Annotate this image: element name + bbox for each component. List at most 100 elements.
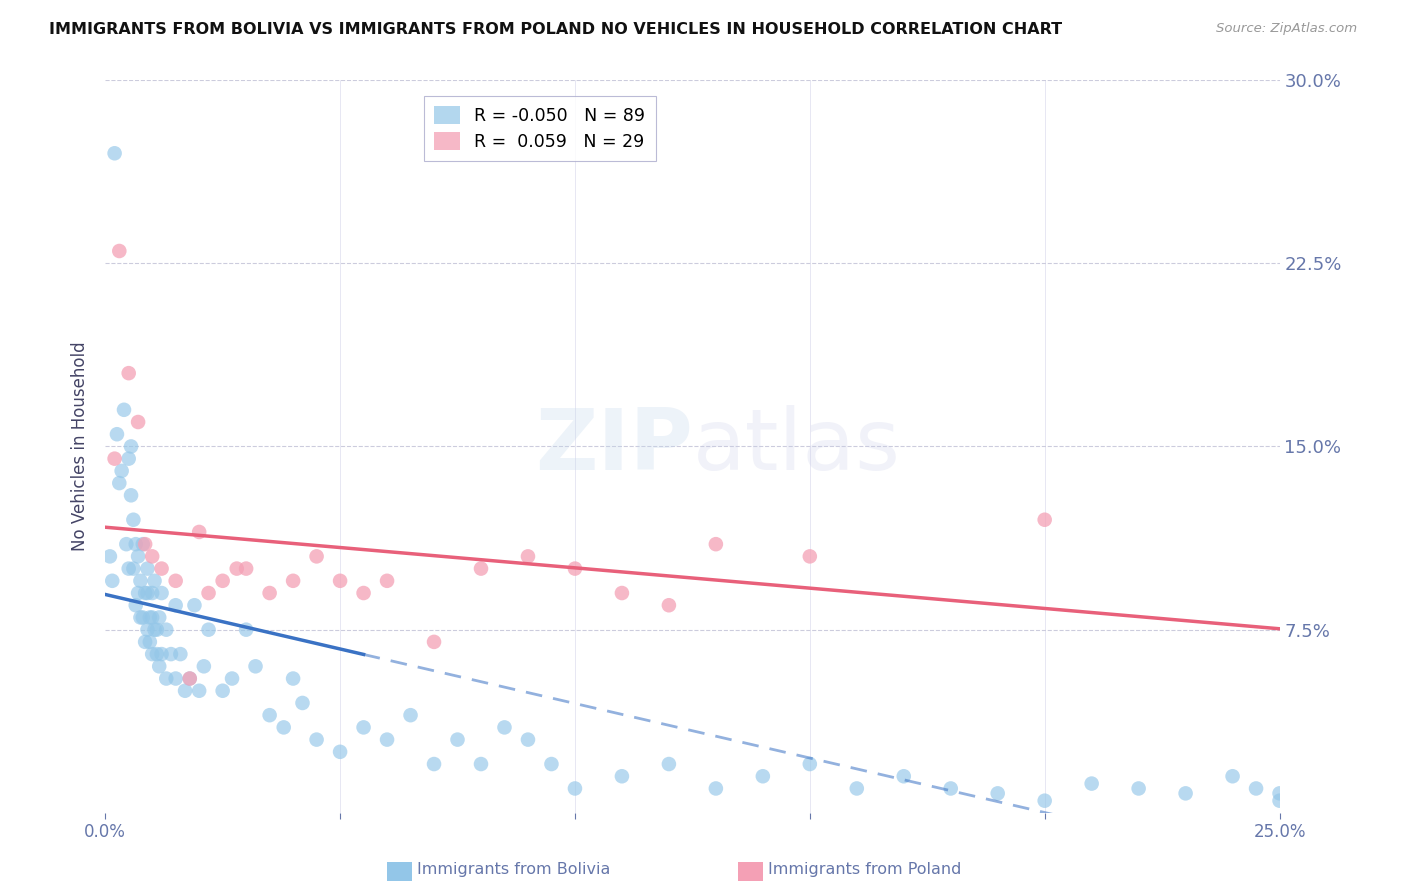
Point [165, 574, 187, 588]
Point [221, 672, 243, 686]
Y-axis label: No Vehicles in Household: No Vehicles in Household [72, 342, 89, 551]
Point [125, 599, 148, 613]
Point [211, 683, 233, 698]
Point [423, 635, 446, 649]
Point [165, 599, 187, 613]
Point [179, 672, 201, 686]
Point [188, 683, 211, 698]
Point [259, 708, 281, 723]
Point [1174, 786, 1197, 800]
Point [939, 781, 962, 796]
Point [423, 757, 446, 772]
Point [148, 610, 170, 624]
Point [470, 561, 492, 575]
Point [1033, 513, 1056, 527]
Point [291, 696, 314, 710]
Point [139, 610, 162, 624]
Point [305, 549, 328, 564]
Point [1268, 786, 1291, 800]
Point [225, 561, 247, 575]
Point [987, 786, 1010, 800]
Point [141, 549, 163, 564]
Point [353, 720, 375, 734]
Point [517, 549, 540, 564]
Point [564, 781, 586, 796]
Point [494, 720, 516, 734]
Text: ZIP: ZIP [534, 405, 692, 488]
Point [188, 524, 211, 539]
Point [610, 769, 633, 783]
Point [132, 537, 155, 551]
Point [259, 586, 281, 600]
Point [245, 659, 267, 673]
Point [375, 574, 398, 588]
Legend: R = -0.050   N = 89, R =  0.059   N = 29: R = -0.050 N = 89, R = 0.059 N = 29 [423, 96, 655, 161]
Point [1033, 794, 1056, 808]
Point [658, 599, 681, 613]
Point [101, 574, 124, 588]
Point [134, 537, 156, 551]
Point [610, 586, 633, 600]
Point [1244, 781, 1267, 796]
Point [155, 672, 177, 686]
Point [134, 635, 156, 649]
Point [132, 610, 155, 624]
Point [112, 402, 135, 417]
Point [118, 366, 141, 380]
Point [517, 732, 540, 747]
Point [658, 757, 681, 772]
Point [139, 635, 162, 649]
Point [174, 683, 197, 698]
Point [179, 672, 201, 686]
Point [211, 574, 233, 588]
Point [799, 757, 821, 772]
Point [353, 586, 375, 600]
Point [752, 769, 775, 783]
Point [235, 623, 257, 637]
Point [893, 769, 915, 783]
Point [122, 513, 145, 527]
Text: Source: ZipAtlas.com: Source: ZipAtlas.com [1216, 22, 1357, 36]
Point [108, 476, 131, 491]
Point [146, 623, 169, 637]
Text: Immigrants from Bolivia: Immigrants from Bolivia [416, 863, 610, 877]
Point [141, 586, 163, 600]
Point [141, 610, 163, 624]
Point [141, 647, 163, 661]
Point [127, 549, 149, 564]
Point [1268, 794, 1291, 808]
Point [98, 549, 121, 564]
Point [1080, 776, 1102, 790]
Point [150, 561, 173, 575]
Point [104, 451, 127, 466]
Point [446, 732, 468, 747]
Point [845, 781, 868, 796]
Point [108, 244, 131, 258]
Point [122, 561, 145, 575]
Point [329, 745, 352, 759]
Point [165, 672, 187, 686]
Point [150, 647, 173, 661]
Point [799, 549, 821, 564]
Point [155, 623, 177, 637]
Point [399, 708, 422, 723]
Point [704, 537, 727, 551]
Point [160, 647, 183, 661]
Point [134, 586, 156, 600]
Point [329, 574, 352, 588]
Point [197, 623, 219, 637]
Text: IMMIGRANTS FROM BOLIVIA VS IMMIGRANTS FROM POLAND NO VEHICLES IN HOUSEHOLD CORRE: IMMIGRANTS FROM BOLIVIA VS IMMIGRANTS FR… [49, 22, 1063, 37]
Point [136, 586, 159, 600]
Point [1128, 781, 1150, 796]
Point [111, 464, 134, 478]
Point [281, 672, 304, 686]
Point [127, 586, 149, 600]
Point [704, 781, 727, 796]
Point [125, 537, 148, 551]
Point [470, 757, 492, 772]
Point [118, 561, 141, 575]
Point [105, 427, 128, 442]
Point [120, 488, 142, 502]
Point [193, 659, 215, 673]
Text: Immigrants from Poland: Immigrants from Poland [768, 863, 962, 877]
